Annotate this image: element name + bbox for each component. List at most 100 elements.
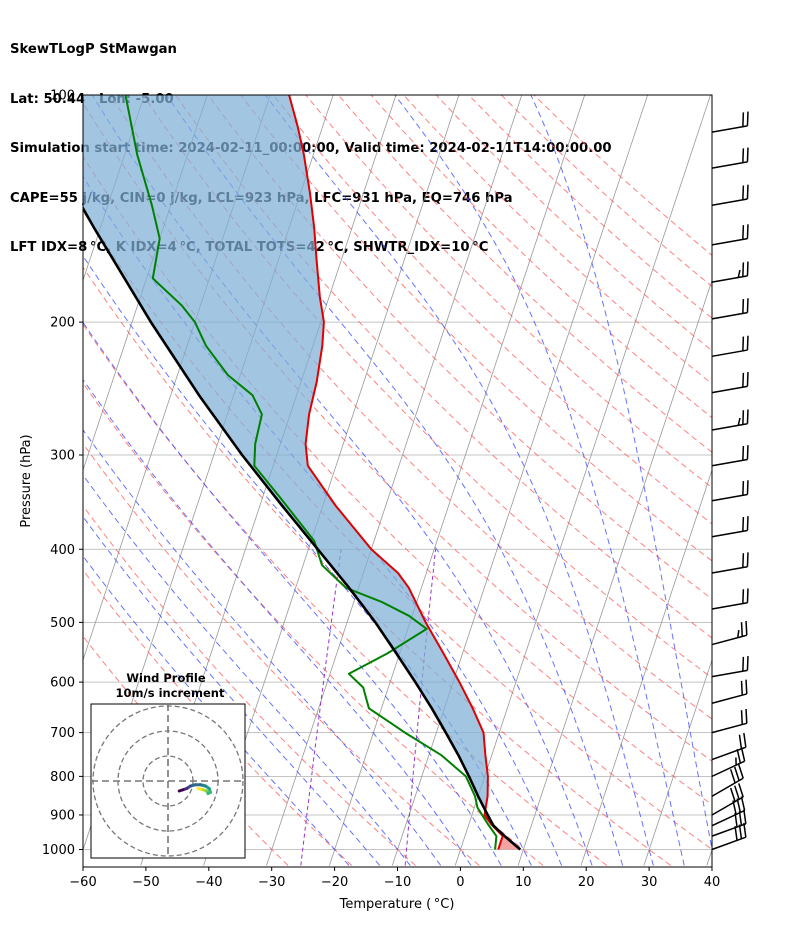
wind-barb [711, 679, 748, 704]
x-tick-label: 0 [456, 875, 464, 890]
wind-barbs [711, 111, 749, 851]
barb-staff [711, 458, 748, 467]
barb-flag [743, 809, 747, 824]
y-tick-label: 200 [50, 316, 75, 331]
barb-flag [742, 445, 745, 461]
barb-flag [737, 269, 741, 278]
barb-flag [745, 679, 748, 694]
x-tick-label: 10 [515, 875, 532, 890]
barb-flag [738, 824, 743, 839]
wind-barb [711, 298, 749, 320]
barb-flag [745, 708, 748, 724]
barb-flag [729, 769, 736, 784]
barb-flag [736, 630, 740, 638]
temperature-line [288, 95, 504, 850]
axes: −60 −50 −40 −30 −20 −10 0 10 20 30 40 1000 900 800 700… [42, 89, 720, 891]
barb-staff [711, 823, 747, 837]
dewpoint-line [124, 95, 498, 850]
isotherm-line [266, 95, 523, 866]
y-tick-label: 400 [50, 543, 75, 558]
barb-flag [746, 111, 749, 126]
y-tick-label: 1000 [42, 843, 75, 858]
barb-flag [740, 796, 746, 811]
isotherm-line [329, 95, 586, 866]
barb-staff [711, 161, 748, 169]
barb-flag [742, 225, 745, 240]
chart-title: SkewTLogP StMawgan [10, 42, 177, 57]
barb-flag [746, 480, 749, 495]
wind-barb [711, 111, 749, 133]
y-tick-label: 600 [50, 676, 75, 691]
barb-flag [742, 553, 745, 568]
wind-barb [711, 588, 749, 610]
barb-staff [711, 198, 748, 206]
x-tick-label: −30 [258, 875, 285, 890]
wind-barb [711, 796, 746, 827]
barb-staff [711, 809, 745, 827]
dry-adiabat [83, 569, 353, 866]
barb-flag [746, 552, 749, 567]
barb-staff [711, 796, 744, 816]
wind-barb [711, 184, 749, 206]
barb-staff [711, 349, 748, 358]
barb-flag [746, 184, 749, 200]
dry-adiabat [142, 95, 712, 679]
inset-subtitle: 10m/s increment [116, 686, 225, 700]
barb-flag [738, 811, 743, 826]
barb-staff [711, 423, 748, 431]
dry-adiabat [468, 95, 712, 319]
barb-staff [711, 565, 748, 574]
barb-flag [746, 372, 749, 387]
barb-staff [711, 634, 747, 646]
barb-flag [736, 749, 742, 764]
barb-staff [711, 385, 748, 394]
dry-adiabat [533, 95, 712, 256]
barb-flag [746, 588, 749, 603]
dry-adiabat [83, 210, 712, 851]
inset-title: Wind Profile [126, 671, 206, 685]
x-tick-label: 20 [578, 875, 595, 890]
cin-area [484, 811, 521, 850]
barb-staff [711, 125, 748, 133]
y-axis-title: Pressure (hPa) [19, 434, 34, 527]
barb-flag [734, 826, 738, 841]
barb-flag [742, 656, 745, 672]
barb-flag [746, 409, 749, 424]
barb-staff [711, 669, 748, 678]
barb-flag [746, 335, 749, 351]
barb-staff [711, 746, 747, 761]
wind-barb [711, 656, 749, 678]
moist-adiabat [166, 95, 624, 866]
barb-staff [711, 311, 748, 320]
barb-flag [740, 710, 744, 725]
dry-adiabat [83, 505, 416, 866]
dry-adiabat [109, 95, 712, 720]
wind-barb [711, 708, 748, 734]
barb-flag [746, 224, 749, 239]
y-tick-label: 800 [50, 770, 75, 785]
barb-flag [742, 372, 745, 388]
barb-flag [746, 261, 749, 276]
moist-adiabat [264, 95, 654, 866]
barb-staff [711, 777, 744, 797]
barb-flag [746, 298, 749, 313]
wind-barb [711, 409, 749, 431]
barb-flag [740, 747, 746, 762]
dry-adiabat [305, 95, 712, 489]
wind-barb [711, 552, 749, 574]
barb-flag [742, 262, 745, 277]
barb-flag [745, 620, 748, 636]
x-tick-label: −20 [321, 875, 348, 890]
isotherm-line [770, 78, 794, 865]
barb-staff [711, 529, 748, 538]
wind-barb [711, 783, 744, 816]
dry-adiabat [207, 95, 712, 600]
parcel-line [83, 205, 522, 851]
wind-barb [711, 480, 749, 502]
wind-barb [711, 822, 747, 851]
isotherm-line [0, 78, 87, 865]
barb-flag [746, 445, 749, 460]
cape-cin-fills [83, 95, 521, 850]
barb-flag [742, 410, 745, 425]
